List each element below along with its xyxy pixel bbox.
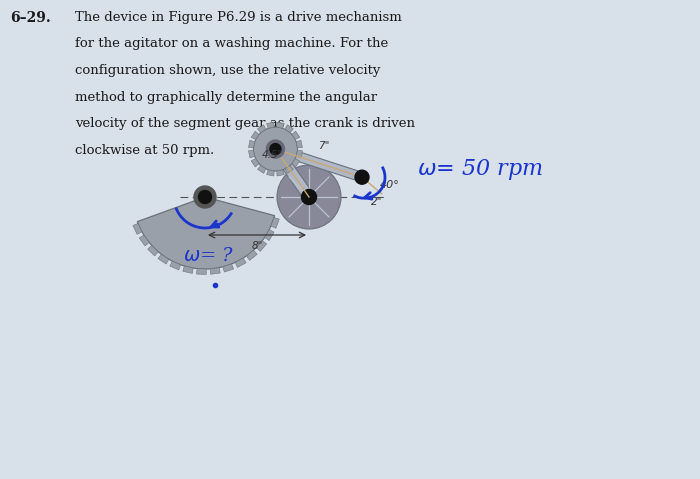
- Circle shape: [277, 165, 341, 229]
- Circle shape: [302, 190, 316, 205]
- Text: The device in Figure P6.29 is a drive mechanism: The device in Figure P6.29 is a drive me…: [75, 11, 402, 24]
- Circle shape: [355, 170, 369, 184]
- Polygon shape: [248, 150, 255, 158]
- Polygon shape: [292, 131, 300, 139]
- Polygon shape: [296, 150, 302, 158]
- Text: velocity of the segment gear as the crank is driven: velocity of the segment gear as the cran…: [75, 117, 415, 130]
- Polygon shape: [296, 140, 302, 148]
- Polygon shape: [258, 125, 266, 133]
- Circle shape: [271, 144, 280, 154]
- Polygon shape: [285, 166, 293, 173]
- Circle shape: [194, 186, 216, 208]
- Text: 6–29.: 6–29.: [10, 11, 50, 25]
- Text: 7": 7": [318, 141, 330, 151]
- Polygon shape: [223, 264, 234, 272]
- Polygon shape: [197, 269, 206, 274]
- Polygon shape: [285, 125, 293, 133]
- Text: 8": 8": [251, 241, 262, 251]
- Text: configuration shown, use the relative velocity: configuration shown, use the relative ve…: [75, 64, 380, 77]
- Polygon shape: [235, 258, 246, 267]
- Polygon shape: [246, 250, 257, 261]
- Polygon shape: [274, 145, 363, 182]
- Polygon shape: [265, 229, 274, 240]
- Text: 2": 2": [371, 197, 383, 207]
- Circle shape: [357, 172, 367, 182]
- Polygon shape: [271, 146, 314, 200]
- Text: 4.5": 4.5": [262, 150, 283, 160]
- Circle shape: [304, 192, 314, 203]
- Text: clockwise at 50 rpm.: clockwise at 50 rpm.: [75, 144, 214, 157]
- Polygon shape: [251, 159, 259, 167]
- Polygon shape: [292, 159, 300, 167]
- Circle shape: [270, 144, 281, 155]
- Circle shape: [267, 140, 284, 158]
- Circle shape: [270, 144, 281, 155]
- Text: method to graphically determine the angular: method to graphically determine the angu…: [75, 91, 377, 103]
- Polygon shape: [258, 166, 266, 173]
- Text: $\omega$= 50 rpm: $\omega$= 50 rpm: [417, 157, 543, 182]
- Polygon shape: [276, 122, 284, 128]
- Polygon shape: [158, 254, 169, 264]
- Polygon shape: [251, 131, 259, 139]
- Polygon shape: [276, 170, 284, 176]
- Polygon shape: [133, 223, 142, 234]
- Polygon shape: [183, 266, 193, 274]
- Circle shape: [199, 191, 211, 204]
- Polygon shape: [170, 261, 181, 270]
- Circle shape: [253, 127, 298, 171]
- Wedge shape: [137, 197, 274, 269]
- Text: for the agitator on a washing machine. For the: for the agitator on a washing machine. F…: [75, 37, 388, 50]
- Text: 40°: 40°: [380, 180, 400, 190]
- Polygon shape: [256, 240, 267, 251]
- Polygon shape: [139, 235, 149, 246]
- Text: $\omega$= ?: $\omega$= ?: [183, 247, 234, 265]
- Polygon shape: [267, 170, 274, 176]
- Polygon shape: [271, 217, 279, 228]
- Polygon shape: [148, 245, 158, 256]
- Polygon shape: [267, 122, 274, 128]
- Polygon shape: [210, 268, 220, 274]
- Polygon shape: [248, 140, 255, 148]
